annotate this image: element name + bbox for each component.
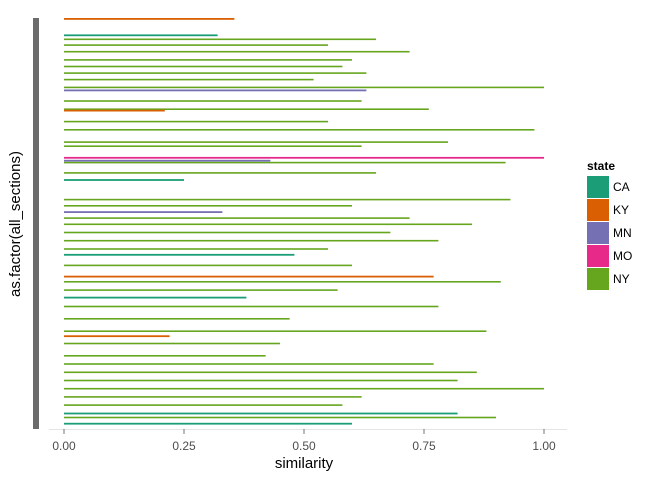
x-tick-label: 0.75 — [412, 439, 436, 453]
bar-ny — [64, 172, 376, 174]
bar-ny — [64, 342, 280, 345]
bar-ny — [64, 205, 352, 207]
x-ticks: 0.00 0.25 0.50 0.75 1.00 — [52, 429, 556, 453]
legend-key-ny — [587, 268, 609, 290]
bar-ny — [64, 44, 328, 46]
bar-ny — [64, 248, 328, 250]
bar-ny — [64, 72, 367, 74]
bar-ny — [64, 161, 506, 164]
bar-ny — [64, 50, 410, 53]
legend-label-ny: NY — [613, 272, 630, 286]
bar-ny — [64, 305, 439, 308]
bar-mn — [64, 89, 367, 92]
x-tick-label: 1.00 — [532, 439, 556, 453]
bar-ny — [64, 416, 496, 419]
bar-ny — [64, 100, 362, 102]
bar-ny — [64, 318, 290, 320]
bar-ca — [64, 422, 352, 425]
bar-ny — [64, 363, 434, 365]
bar-ny — [64, 198, 511, 201]
bar-ny — [64, 281, 501, 283]
bar-ny — [64, 59, 352, 61]
bar-ny — [64, 387, 544, 390]
bar-mn — [64, 211, 223, 213]
bar-ca — [64, 34, 218, 37]
bar-ny — [64, 65, 343, 68]
bar-ny — [64, 129, 535, 131]
x-tick-label: 0.25 — [172, 439, 196, 453]
bar-ny — [64, 38, 376, 41]
bar-ca — [64, 253, 295, 256]
bar-ny — [64, 217, 410, 219]
bar-ky — [64, 275, 434, 278]
bar-ca — [64, 179, 184, 181]
bar-ny — [64, 231, 391, 234]
x-axis-title: similarity — [275, 455, 334, 472]
bar-ny — [64, 289, 338, 291]
x-tick-label: 0.50 — [292, 439, 316, 453]
bar-ny — [64, 379, 458, 382]
bar-ny — [64, 330, 487, 332]
legend-key-ky — [587, 199, 609, 221]
x-tick-label: 0.00 — [52, 439, 76, 453]
bar-ny — [64, 239, 439, 242]
bar-mn — [64, 159, 271, 162]
bar-ky — [64, 18, 235, 20]
bar-ca — [64, 296, 247, 299]
bar-ny — [64, 141, 448, 143]
legend-label-ky: KY — [613, 203, 629, 217]
bar-ca — [64, 412, 458, 415]
bar-mo — [64, 156, 544, 159]
legend-label-mo: MO — [613, 249, 632, 263]
y-axis-title: as.factor(all_sections) — [7, 151, 24, 297]
bar-ny — [64, 404, 343, 406]
bar-ky — [64, 335, 170, 338]
legend-label-mn: MN — [613, 226, 632, 240]
bar-ny — [64, 371, 477, 374]
bar-ny — [64, 78, 314, 81]
y-axis-band — [33, 18, 39, 429]
bar-ny — [64, 396, 362, 398]
legend-key-mo — [587, 245, 609, 267]
bar-ny — [64, 264, 352, 267]
bars-layer — [64, 18, 544, 425]
bar-ky — [64, 109, 165, 112]
bar-ny — [64, 86, 544, 89]
legend-key-mn — [587, 222, 609, 244]
legend-label-ca: CA — [613, 180, 630, 194]
bar-ny — [64, 108, 429, 110]
bar-ny — [64, 145, 362, 147]
bar-ny — [64, 223, 472, 226]
bar-ny — [64, 355, 266, 357]
legend-key-ca — [587, 176, 609, 198]
legend-title: state — [587, 159, 615, 173]
bar-ny — [64, 120, 328, 123]
legend: state CA KY MN MO NY — [587, 159, 632, 290]
